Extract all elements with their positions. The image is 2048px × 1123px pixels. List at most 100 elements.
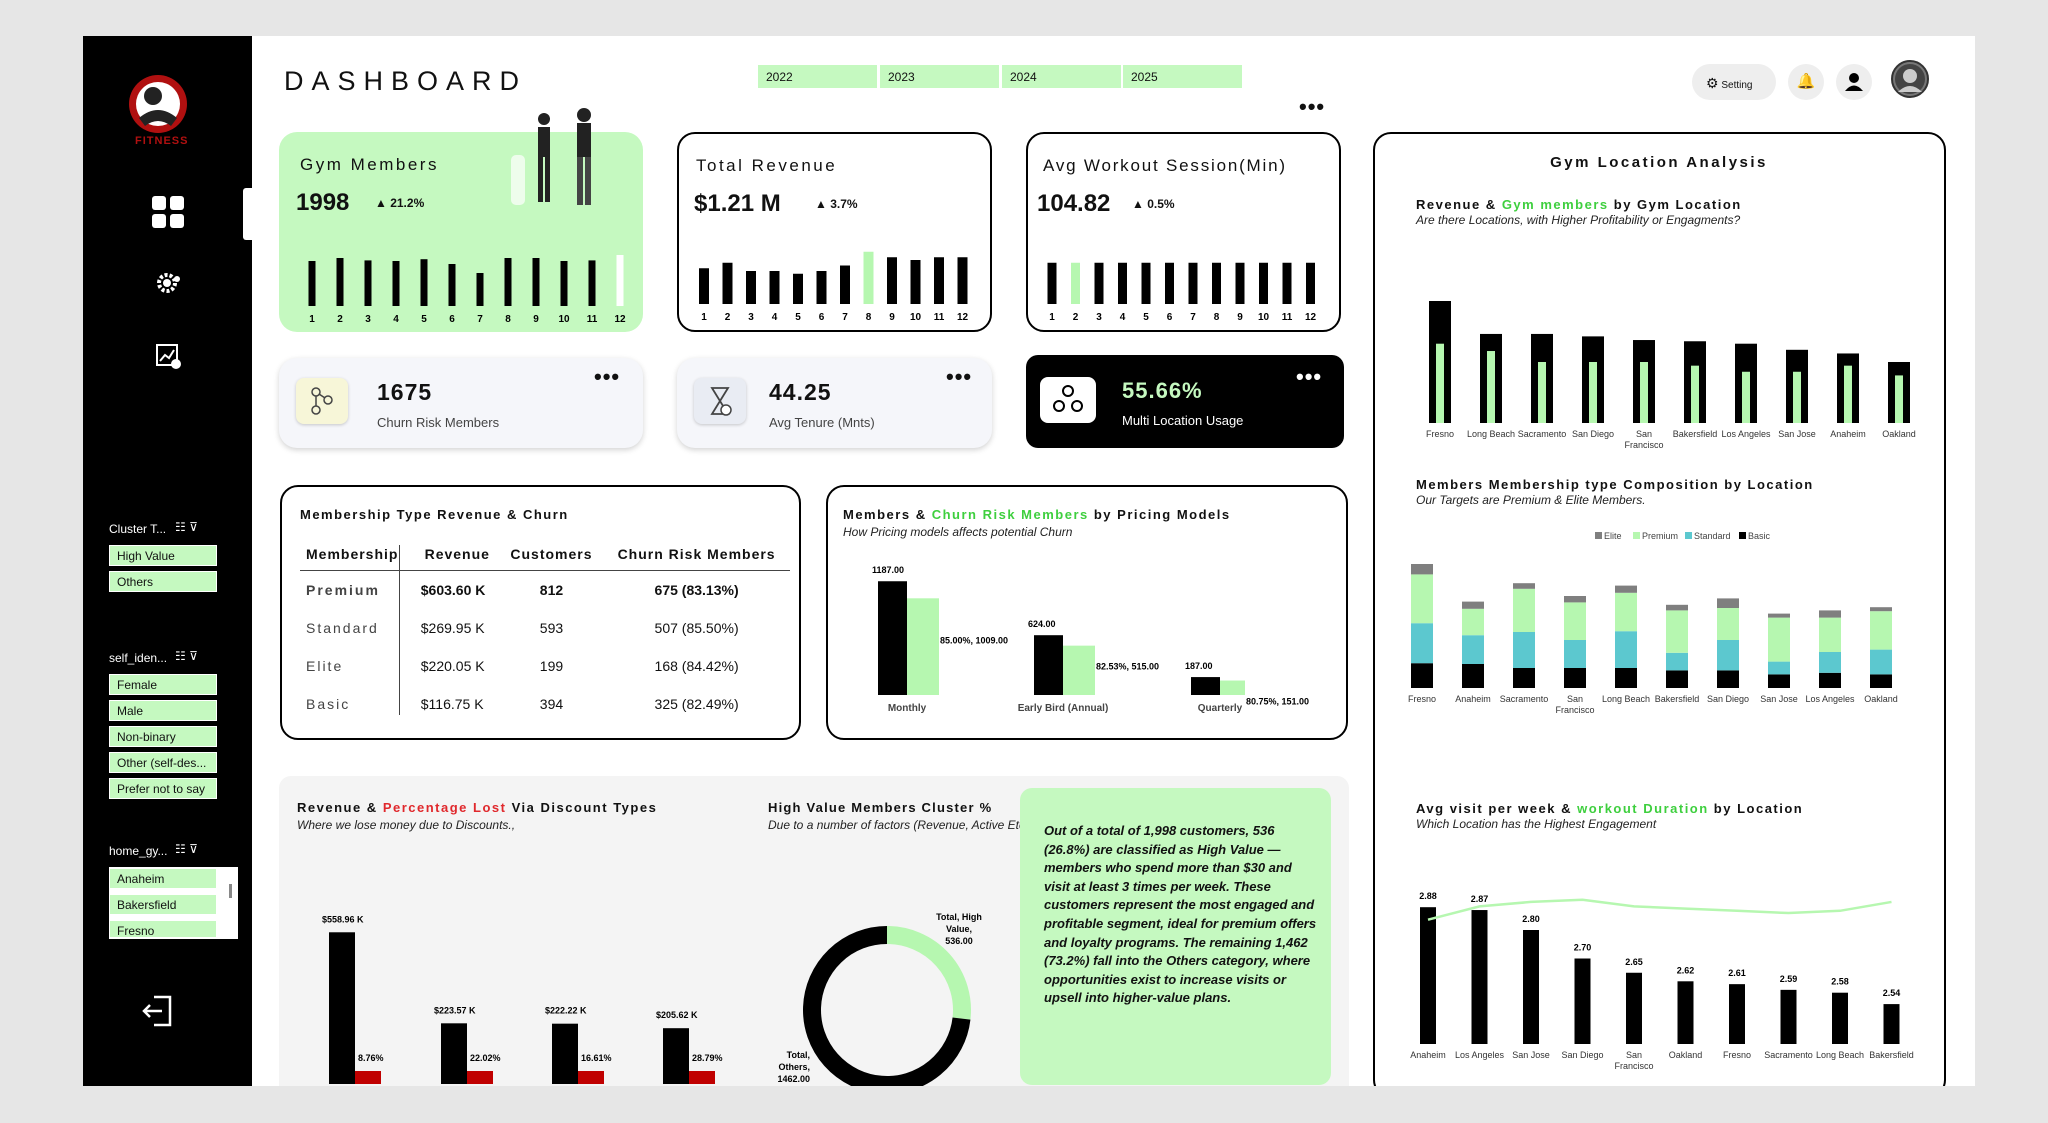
slicer-item[interactable]: Fresno bbox=[109, 920, 217, 938]
sparkline-month-label: 3 bbox=[365, 314, 371, 325]
stacked-segment bbox=[1717, 598, 1739, 608]
gear-people-icon[interactable] bbox=[155, 271, 183, 297]
stacked-segment bbox=[1411, 574, 1433, 624]
bar-avg-visits bbox=[1780, 989, 1797, 1044]
more-options-icon[interactable]: ••• bbox=[594, 364, 621, 389]
page-title: DASHBOARD bbox=[284, 66, 528, 96]
slicer-item[interactable]: Male bbox=[109, 700, 217, 721]
bar-revenue bbox=[663, 1028, 689, 1084]
data-label: 2.62 bbox=[1677, 965, 1695, 975]
data-label: 28.79% bbox=[692, 1053, 723, 1063]
stacked-segment bbox=[1615, 592, 1637, 632]
sparkline-month-label: 12 bbox=[1305, 312, 1317, 323]
slicer-title-home-gym: home_gy... bbox=[109, 844, 168, 858]
sparkline-month-label: 9 bbox=[889, 312, 895, 323]
logout-icon[interactable] bbox=[140, 993, 176, 1029]
kpi-delta: ▲ 21.2% bbox=[375, 196, 425, 210]
donut-slice bbox=[803, 926, 971, 1086]
chart-image-icon[interactable] bbox=[156, 344, 182, 370]
bar-avg-visits bbox=[1677, 981, 1694, 1044]
slicer-item[interactable]: Female bbox=[109, 674, 217, 695]
data-label: 187.00 bbox=[1185, 661, 1213, 671]
sparkline-bar bbox=[1118, 262, 1127, 304]
data-label: 8.76% bbox=[358, 1053, 384, 1063]
bell-icon[interactable]: 🔔 bbox=[1788, 64, 1824, 100]
table-header-row: Membership Revenue Customers Churn Risk … bbox=[300, 542, 790, 571]
year-tab[interactable]: 2022 bbox=[758, 65, 877, 88]
cell-revenue: $603.60 K bbox=[420, 582, 486, 598]
year-tab[interactable]: 2023 bbox=[880, 65, 999, 88]
sparkline-bar bbox=[336, 258, 344, 306]
sparkline-bar bbox=[448, 264, 456, 306]
slicer-item[interactable]: Prefer not to say bbox=[109, 778, 217, 799]
sparkline-bar bbox=[957, 257, 968, 304]
avatar[interactable] bbox=[1891, 60, 1929, 98]
more-options-icon[interactable]: ••• bbox=[946, 364, 973, 389]
slicer-item[interactable]: Bakersfield bbox=[109, 894, 217, 915]
pricing-bar-chart: 1187.00 85.00%, 1009.00 Monthly 624.00 82.53… bbox=[872, 565, 1309, 714]
slicer-scrollbar[interactable] bbox=[229, 884, 232, 898]
kpi-title: Gym Members bbox=[300, 155, 439, 174]
membership-table: Membership Revenue Customers Churn Risk … bbox=[300, 542, 790, 723]
sparkline-bar bbox=[1071, 262, 1080, 304]
category-label: San Jose bbox=[1778, 429, 1816, 439]
slicer-title-cluster: Cluster T... bbox=[109, 522, 167, 536]
more-options-icon[interactable]: ••• bbox=[1296, 364, 1323, 389]
bar-revenue bbox=[552, 1023, 578, 1084]
sparkline-month-label: 3 bbox=[1096, 312, 1102, 323]
data-label: 2.80 bbox=[1522, 914, 1540, 924]
chart-subtitle: Are there Locations, with Higher Profita… bbox=[1416, 213, 1741, 227]
kpi-label: Churn Risk Members bbox=[377, 415, 500, 430]
sparkline-month-label: 4 bbox=[772, 312, 778, 323]
slicer-item[interactable]: Anaheim bbox=[109, 868, 217, 889]
sparkline-month-label: 12 bbox=[614, 314, 626, 325]
cell-customers: 593 bbox=[539, 620, 564, 636]
stacked-segment bbox=[1819, 672, 1841, 688]
cell-revenue: $220.05 K bbox=[420, 658, 485, 674]
category-label: Early Bird (Annual) bbox=[1018, 703, 1109, 714]
logo-text: FITNESS bbox=[135, 135, 189, 147]
more-options-icon[interactable]: ••• bbox=[1299, 94, 1326, 119]
stacked-segment bbox=[1870, 611, 1892, 650]
kpi-value: 44.25 bbox=[769, 379, 832, 405]
sparkline-month-label: 7 bbox=[842, 312, 848, 323]
bar-revenue bbox=[329, 932, 355, 1084]
sparkline-bar bbox=[560, 261, 568, 306]
data-label: $222.22 K bbox=[545, 1006, 587, 1016]
year-tab[interactable]: 2024 bbox=[1002, 65, 1121, 88]
sparkline-month-label: 2 bbox=[337, 314, 343, 325]
setting-label: Setting bbox=[1721, 80, 1753, 91]
sparkline-month-label: 1 bbox=[309, 314, 315, 325]
slicer-item[interactable]: High Value bbox=[109, 545, 217, 566]
sparkline-bar bbox=[816, 271, 827, 304]
cluster-title: High Value Members Cluster % bbox=[768, 800, 993, 815]
slicer-item[interactable]: Non-binary bbox=[109, 726, 217, 747]
fitness-logo bbox=[129, 75, 187, 133]
stacked-segment bbox=[1768, 661, 1790, 675]
stacked-segment bbox=[1564, 668, 1586, 688]
stacked-segment bbox=[1513, 668, 1535, 688]
slicer-item[interactable]: Others bbox=[109, 571, 217, 592]
hourglass-icon bbox=[694, 378, 746, 424]
chart-title-part: by Location bbox=[1708, 801, 1804, 816]
slicer-item[interactable]: Other (self-des... bbox=[109, 752, 217, 773]
data-label: 2.54 bbox=[1883, 988, 1901, 998]
sparkline-month-label: 9 bbox=[1237, 312, 1243, 323]
setting-button[interactable]: ⚙ Setting bbox=[1692, 64, 1776, 100]
churn-risk-card: 1675 Churn Risk Members ••• bbox=[279, 358, 643, 448]
slicer-clear-filter-icon[interactable]: ☷ ⊽ bbox=[175, 842, 198, 856]
stacked-segment bbox=[1615, 668, 1637, 688]
bar-avg-visits bbox=[1471, 910, 1488, 1044]
sparkline-bar bbox=[420, 259, 428, 306]
category-label: Fresno bbox=[1408, 694, 1436, 704]
stacked-segment bbox=[1717, 670, 1739, 688]
slicer-clear-filter-icon[interactable]: ☷ ⊽ bbox=[175, 520, 198, 534]
data-label: $205.62 K bbox=[656, 1010, 698, 1020]
slice-label: Value, bbox=[946, 924, 972, 934]
dashboard-icon[interactable] bbox=[152, 196, 186, 230]
user-icon[interactable] bbox=[1836, 64, 1872, 100]
slicer-clear-filter-icon[interactable]: ☷ ⊽ bbox=[175, 649, 198, 663]
membership-table-card: Membership Type Revenue & Churn Membersh… bbox=[280, 485, 801, 740]
year-tab[interactable]: 2025 bbox=[1123, 65, 1242, 88]
stacked-segment bbox=[1666, 670, 1688, 688]
